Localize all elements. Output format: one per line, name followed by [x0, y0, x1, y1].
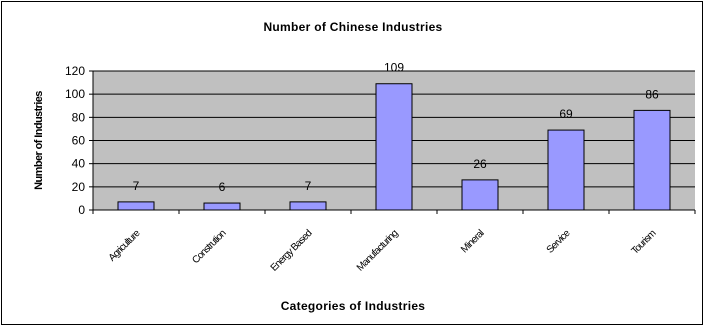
data-label: 109 — [384, 61, 404, 75]
x-tick-label: Manufacturing — [355, 228, 400, 273]
y-tick-label: 60 — [72, 134, 86, 148]
y-tick-label: 40 — [72, 157, 86, 171]
y-tick-label: 100 — [65, 87, 85, 101]
bar-agriculture — [117, 201, 155, 211]
data-label: 26 — [473, 157, 487, 171]
chart-title: Number of Chinese Industries — [263, 20, 443, 34]
data-label: 6 — [219, 180, 226, 194]
x-tick-label: Constrution — [190, 228, 228, 266]
x-tick-label: Tourism — [630, 228, 659, 257]
y-tick-label: 120 — [65, 64, 85, 78]
axes — [89, 70, 696, 214]
data-label: 7 — [133, 179, 140, 193]
bar-mineral — [461, 179, 499, 211]
bar-energy-based — [289, 201, 327, 211]
data-label: 86 — [645, 87, 659, 101]
x-tick-label: Energy Based — [269, 228, 315, 274]
y-tick-label: 20 — [72, 180, 86, 194]
y-tick-labels: 0 20 40 60 80 100 120 — [65, 64, 85, 217]
x-tick-labels: Agriculture Constrution Energy Based Manufa… — [107, 227, 659, 273]
x-tick-label: Service — [545, 227, 573, 255]
bar-service — [547, 129, 585, 211]
y-tick-label: 0 — [78, 203, 85, 217]
y-tick-label: 80 — [72, 110, 86, 124]
x-tick-label: Agriculture — [107, 227, 143, 263]
x-tick-label: Mineral — [459, 228, 486, 255]
data-label: 7 — [305, 179, 312, 193]
data-labels: 7 6 7 109 26 69 86 — [133, 61, 659, 194]
data-label: 69 — [559, 107, 573, 121]
x-axis-title: Categories of Industries — [280, 299, 426, 313]
y-axis-title: Number of Industries — [33, 91, 45, 190]
bar-constrution — [203, 202, 241, 211]
bar-manufacturing — [375, 83, 413, 211]
bar-tourism — [633, 109, 671, 211]
